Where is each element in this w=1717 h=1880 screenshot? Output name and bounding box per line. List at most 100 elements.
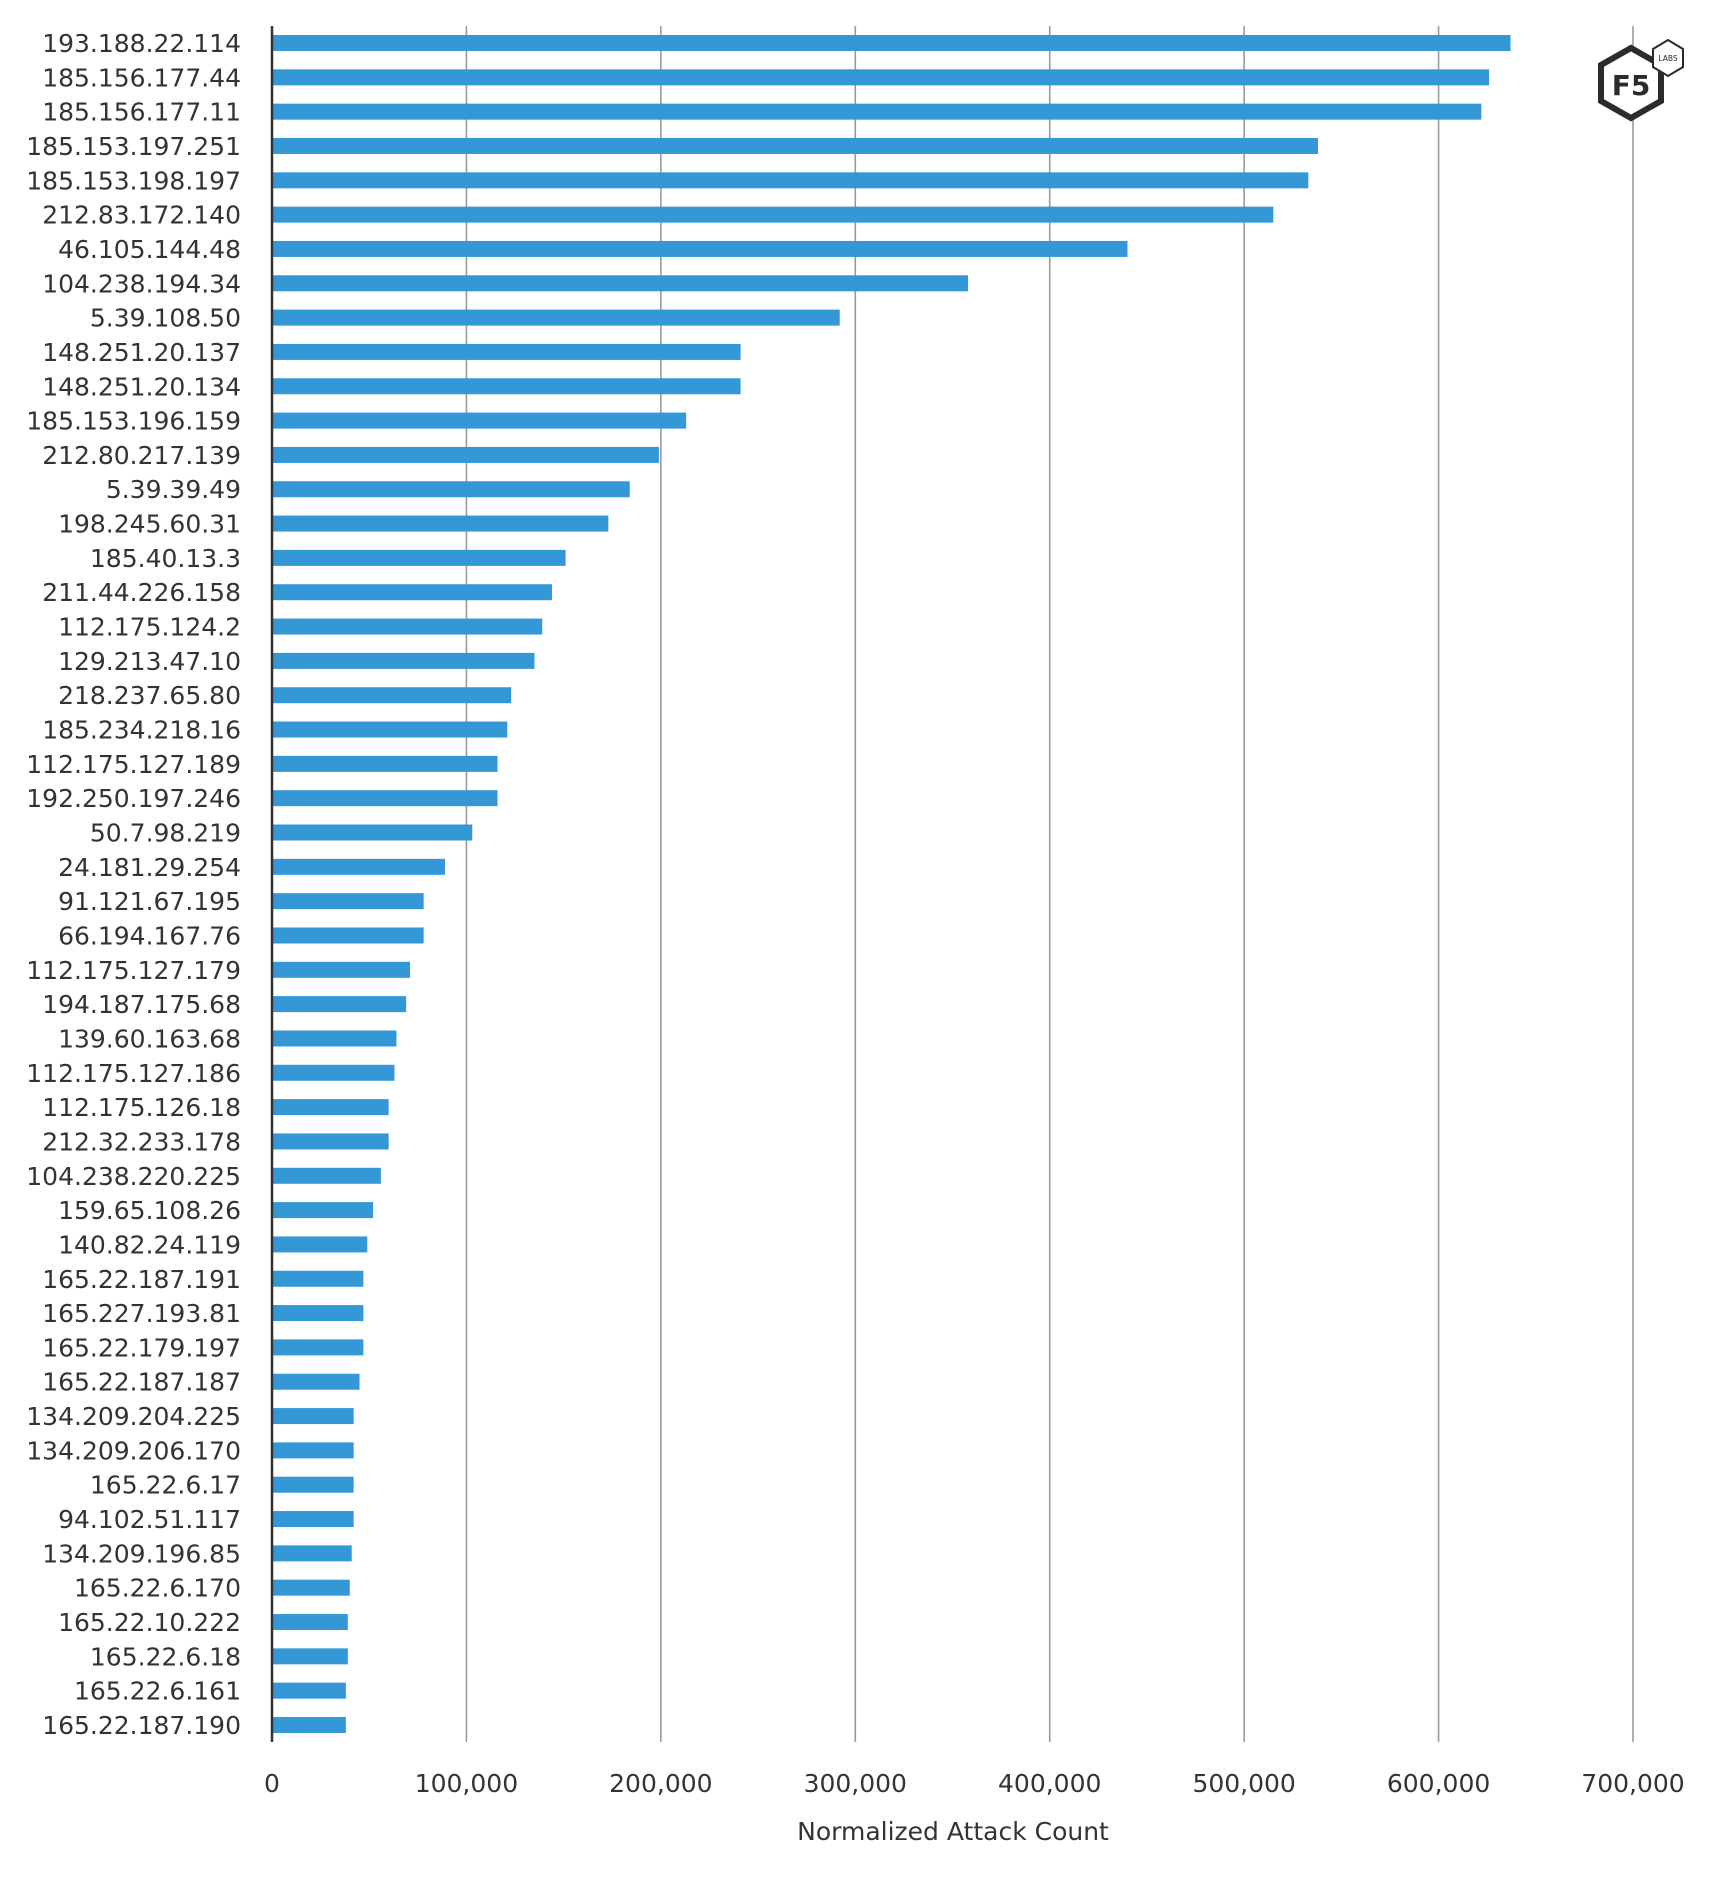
category-label: 112.175.127.189 [26, 750, 241, 779]
category-label: 134.209.204.225 [26, 1402, 241, 1431]
x-tick-label: 200,000 [609, 1769, 712, 1798]
bar [273, 1133, 389, 1150]
category-label: 194.187.175.68 [42, 990, 241, 1019]
category-label: 94.102.51.117 [58, 1505, 241, 1534]
bar [273, 1579, 350, 1596]
category-label: 165.22.6.161 [74, 1677, 241, 1706]
bar [273, 378, 741, 395]
f5-labs-logo: F5 LABS [1598, 38, 1684, 122]
category-label: 165.22.6.17 [90, 1471, 241, 1500]
category-labels: 193.188.22.114 185.156.177.44 185.156.177.… [26, 29, 241, 1740]
bar [273, 721, 508, 738]
bar [273, 687, 512, 704]
category-label: 185.234.218.16 [42, 716, 241, 745]
category-label: 185.156.177.11 [42, 98, 241, 127]
bar [273, 618, 543, 635]
category-label: 5.39.108.50 [90, 304, 241, 333]
bar [273, 1476, 354, 1493]
bar [273, 137, 1319, 154]
bar [273, 343, 741, 360]
bar [273, 103, 1482, 120]
category-label: 159.65.108.26 [58, 1196, 241, 1225]
category-label: 104.238.194.34 [42, 269, 241, 298]
category-label: 104.238.220.225 [26, 1162, 241, 1191]
category-label: 165.22.6.18 [90, 1642, 241, 1671]
bar [273, 1305, 364, 1322]
bar [273, 1030, 397, 1047]
bar [273, 309, 840, 326]
category-label: 185.153.196.159 [26, 407, 241, 436]
category-label: 148.251.20.137 [42, 338, 241, 367]
category-label: 112.175.124.2 [58, 613, 241, 642]
bar [273, 1373, 360, 1390]
category-label: 165.22.187.190 [42, 1711, 241, 1740]
bar [273, 1682, 346, 1699]
category-label: 5.39.39.49 [106, 475, 241, 504]
bar [273, 1236, 368, 1253]
category-label: 211.44.226.158 [42, 578, 241, 607]
category-label: 185.40.13.3 [90, 544, 241, 573]
category-label: 193.188.22.114 [42, 29, 241, 58]
category-label: 112.175.127.179 [26, 956, 241, 985]
category-label: 139.60.163.68 [58, 1024, 241, 1053]
bar [273, 1511, 354, 1528]
category-label: 165.22.187.187 [42, 1368, 241, 1397]
bar [273, 1717, 346, 1733]
bar [273, 206, 1274, 223]
category-label: 66.194.167.76 [58, 921, 241, 950]
bar [273, 652, 535, 669]
x-tick-label: 400,000 [998, 1769, 1101, 1798]
bar [273, 584, 552, 601]
bar [273, 412, 687, 429]
category-label: 91.121.67.195 [58, 887, 241, 916]
category-label: 140.82.24.119 [58, 1230, 241, 1259]
category-label: 165.22.179.197 [42, 1333, 241, 1362]
category-label: 185.153.197.251 [26, 132, 241, 161]
x-axis-title: Normalized Attack Count [797, 1817, 1109, 1846]
x-tick-label: 500,000 [1192, 1769, 1295, 1798]
bar [273, 481, 630, 498]
category-label: 212.80.217.139 [42, 441, 241, 470]
category-label: 134.209.196.85 [42, 1539, 241, 1568]
bar [273, 1099, 389, 1116]
bar [273, 172, 1309, 189]
bar [273, 1064, 395, 1081]
x-tick-label: 300,000 [804, 1769, 907, 1798]
category-label: 134.209.206.170 [26, 1436, 241, 1465]
bar [273, 446, 659, 463]
category-label: 212.83.172.140 [42, 201, 241, 230]
bar [273, 755, 498, 772]
x-tick-label: 700,000 [1581, 1769, 1684, 1798]
category-label: 212.32.233.178 [42, 1127, 241, 1156]
category-label: 112.175.126.18 [42, 1093, 241, 1122]
logo-main-text: F5 [1612, 69, 1651, 102]
logo-badge-text: LABS [1658, 54, 1677, 63]
category-label: 129.213.47.10 [58, 647, 241, 676]
x-tick-label: 100,000 [415, 1769, 518, 1798]
category-label: 185.156.177.44 [42, 63, 241, 92]
category-label: 24.181.29.254 [58, 853, 241, 882]
category-label: 165.227.193.81 [42, 1299, 241, 1328]
category-label: 218.237.65.80 [58, 681, 241, 710]
category-label: 165.22.10.222 [58, 1608, 241, 1637]
bar [273, 1614, 348, 1631]
bar [273, 961, 411, 978]
x-tick-labels: 0 100,000 200,000 300,000 400,000 500,000 600,… [264, 1769, 1685, 1798]
bar [273, 1545, 352, 1562]
bars [273, 35, 1511, 1733]
bar [273, 927, 424, 944]
category-label: 50.7.98.219 [90, 819, 241, 848]
bar [273, 515, 609, 532]
bar [273, 1167, 381, 1184]
bar [273, 893, 424, 910]
category-label: 165.22.187.191 [42, 1265, 241, 1294]
bar [273, 790, 498, 807]
category-label: 46.105.144.48 [58, 235, 241, 264]
bar [273, 996, 407, 1013]
category-label: 185.153.198.197 [26, 166, 241, 195]
bar [273, 35, 1511, 51]
category-label: 192.250.197.246 [26, 784, 241, 813]
category-label: 198.245.60.31 [58, 510, 241, 539]
logo-hexagon-small [1652, 38, 1684, 78]
